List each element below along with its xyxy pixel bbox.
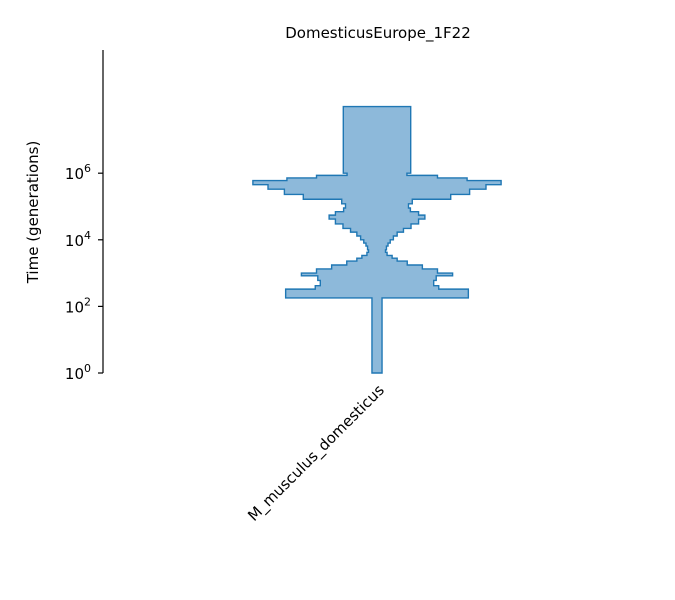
plot-area: [252, 105, 502, 374]
category-label-0: M_musculus_domesticus: [244, 381, 388, 525]
y-axis-label: Time (generations): [24, 141, 42, 285]
y-tick-label-2: 104: [65, 229, 91, 250]
chart-title: DomesticusEurope_1F22: [285, 24, 471, 43]
y-tick-label-3: 106: [65, 162, 91, 183]
y-tick-label-1: 102: [65, 295, 91, 316]
deme-shape-M_musculus_domesticus: [252, 105, 502, 374]
x-axis-categories: M_musculus_domesticus: [244, 381, 388, 525]
y-axis: 100 102 104 106: [65, 50, 104, 383]
y-tick-label-0: 100: [65, 362, 91, 383]
